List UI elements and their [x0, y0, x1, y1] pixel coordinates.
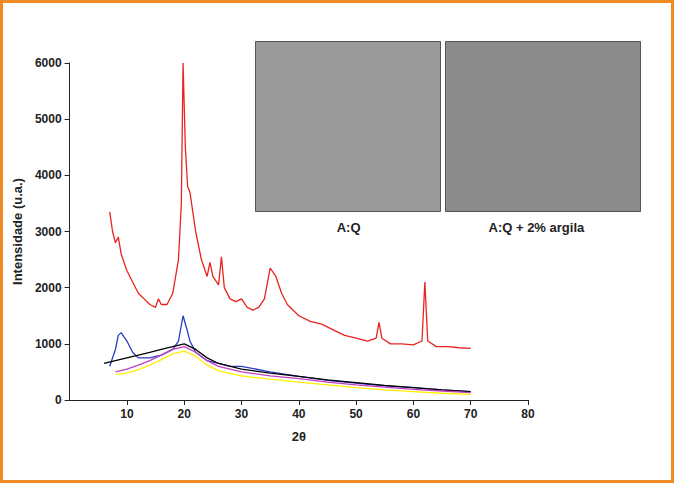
svg-text:0: 0 — [55, 393, 62, 407]
svg-text:10: 10 — [120, 407, 134, 421]
svg-text:1000: 1000 — [35, 337, 62, 351]
svg-text:2θ: 2θ — [292, 429, 306, 444]
svg-text:20: 20 — [178, 407, 192, 421]
svg-text:3000: 3000 — [35, 225, 62, 239]
svg-text:A:Q + 2% argila: A:Q + 2% argila — [489, 220, 585, 235]
svg-text:Intensidade (u.a.): Intensidade (u.a.) — [10, 178, 25, 285]
svg-text:4000: 4000 — [35, 168, 62, 182]
svg-text:5000: 5000 — [35, 112, 62, 126]
svg-text:A:Q: A:Q — [337, 220, 361, 235]
svg-text:80: 80 — [521, 407, 535, 421]
svg-text:40: 40 — [292, 407, 306, 421]
svg-text:6000: 6000 — [35, 56, 62, 70]
svg-text:60: 60 — [407, 407, 421, 421]
svg-text:70: 70 — [464, 407, 478, 421]
svg-text:30: 30 — [235, 407, 249, 421]
svg-text:50: 50 — [349, 407, 363, 421]
svg-text:2000: 2000 — [35, 281, 62, 295]
